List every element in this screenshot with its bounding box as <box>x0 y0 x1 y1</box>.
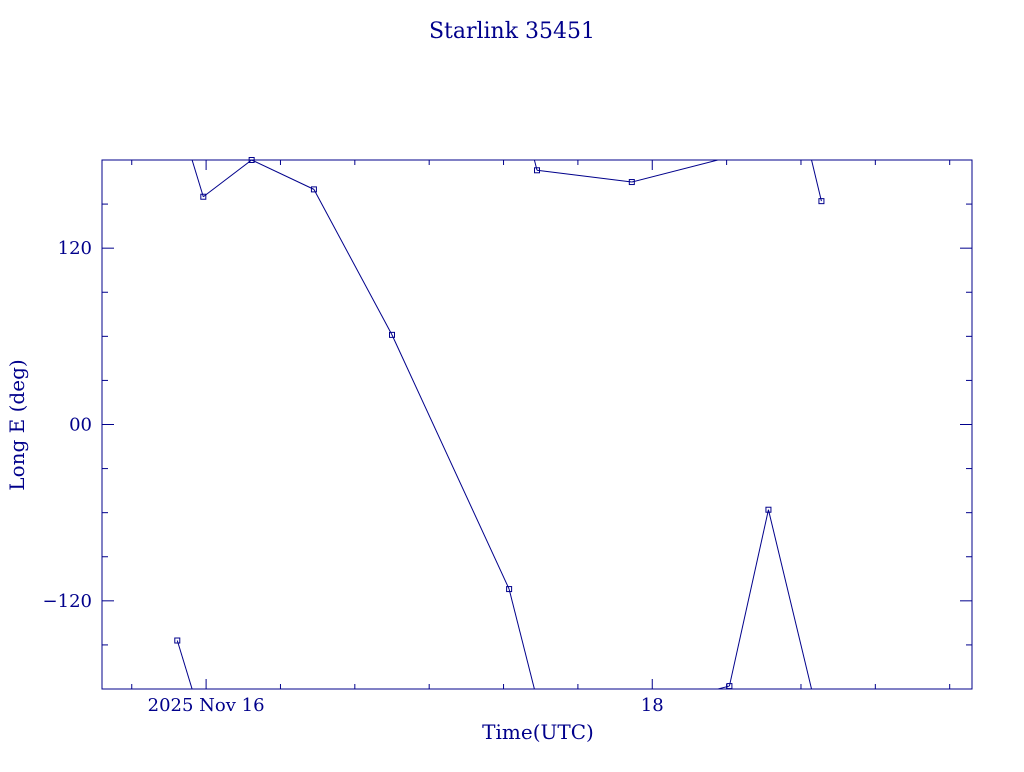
series-line <box>251 160 315 190</box>
plot-frame <box>101 159 973 690</box>
data-point <box>310 186 317 193</box>
data-point <box>174 637 181 644</box>
series-line <box>811 160 822 202</box>
y-axis-label: Long E (deg) <box>5 359 29 490</box>
data-point <box>506 586 513 593</box>
data-point <box>534 167 540 174</box>
series-line <box>176 640 193 689</box>
series-line <box>313 189 393 336</box>
data-point <box>818 198 825 205</box>
axis-ticks: 2025 Nov 1618202212000−120 <box>43 160 972 716</box>
series-line <box>391 334 510 590</box>
series-lines <box>176 160 822 689</box>
data-point <box>200 193 207 200</box>
y-tick-label: 120 <box>58 238 92 259</box>
series-line <box>508 588 535 689</box>
series-line <box>767 509 813 689</box>
series-line <box>191 160 204 197</box>
x-axis-label: Time(UTC) <box>482 720 594 744</box>
series-points <box>174 157 825 690</box>
series-line <box>728 509 769 687</box>
series-line <box>533 160 538 171</box>
data-point <box>248 157 255 163</box>
data-point <box>628 179 635 186</box>
x-tick-label: 2025 Nov 16 <box>148 695 265 716</box>
series-line <box>536 169 632 183</box>
y-tick-label: −120 <box>43 591 92 612</box>
series-longitude <box>174 157 825 690</box>
y-tick-label: 00 <box>69 415 92 436</box>
data-point <box>389 331 395 338</box>
data-point <box>765 506 772 513</box>
data-point <box>726 683 733 690</box>
chart-title: Starlink 35451 <box>429 19 595 44</box>
series-line <box>203 160 252 198</box>
series-line <box>631 160 720 183</box>
x-tick-label: 18 <box>641 695 664 716</box>
